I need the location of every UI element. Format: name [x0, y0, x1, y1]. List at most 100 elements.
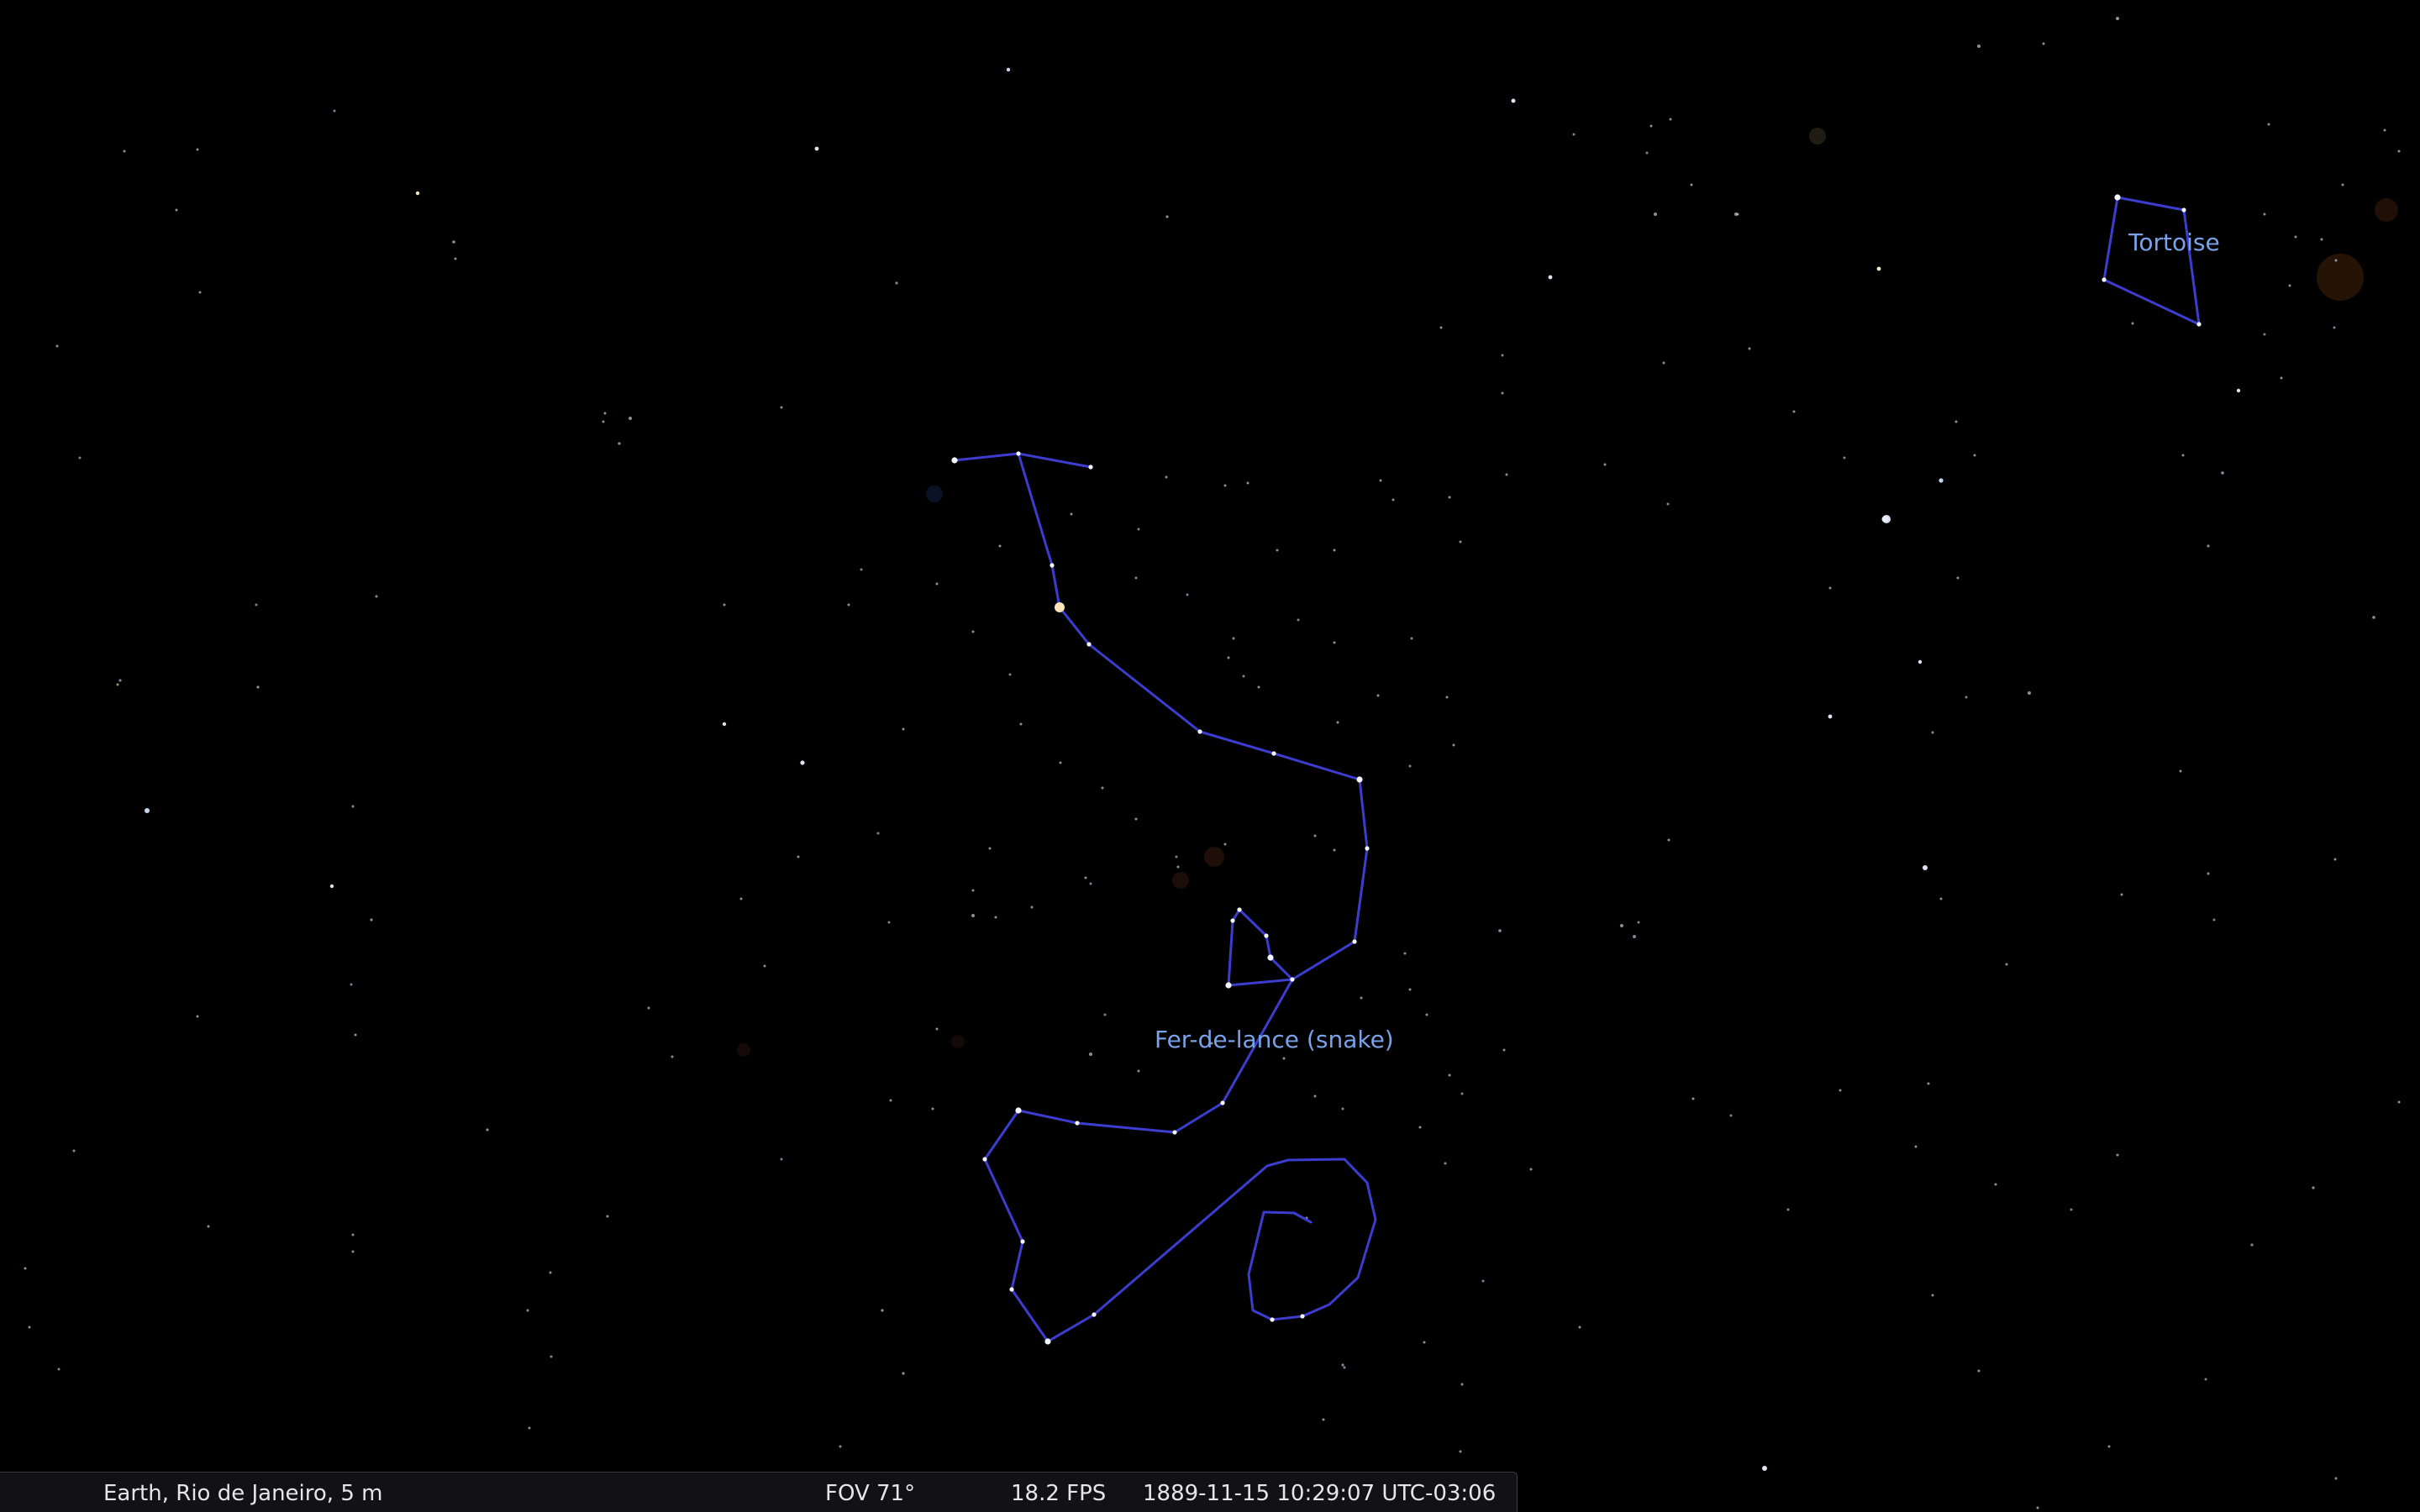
constellation-star-tortoise[interactable] [2181, 207, 2186, 213]
constellation-label-fer-de-lance[interactable]: Fer-de-lance (snake) [1155, 1026, 1394, 1053]
background-star [1460, 1092, 1464, 1095]
constellation-star-fer-de-lance-snake[interactable] [1352, 939, 1357, 944]
constellation-star-fer-de-lance-snake[interactable] [1092, 1312, 1097, 1317]
constellation-star-fer-de-lance-snake[interactable] [1271, 751, 1276, 756]
background-star [994, 916, 997, 919]
constellation-star-fer-de-lance-snake[interactable] [1020, 1239, 1025, 1244]
background-star [971, 914, 975, 917]
background-star [1501, 391, 1504, 395]
background-star [971, 630, 975, 633]
background-star [1729, 1114, 1733, 1117]
background-star [1410, 637, 1413, 640]
background-star [847, 603, 850, 606]
background-star [1423, 1341, 1426, 1344]
background-star [1276, 549, 1279, 552]
constellation-star-fer-de-lance-snake[interactable] [1267, 954, 1274, 961]
constellation-star-fer-de-lance-snake[interactable] [1086, 642, 1092, 647]
background-star [931, 1107, 934, 1110]
background-star [255, 603, 258, 606]
background-star [1529, 1168, 1533, 1171]
constellation-star-fer-de-lance-snake[interactable] [1172, 1130, 1177, 1135]
background-star [629, 417, 632, 420]
background-star [876, 832, 880, 835]
status-datetime[interactable]: 1889-11-15 10:29:07 UTC-03:06 [1143, 1481, 1497, 1506]
background-star [1881, 516, 1888, 522]
background-star [1444, 1162, 1447, 1165]
constellation-star-fer-de-lance-snake[interactable] [951, 457, 958, 464]
constellation-label-tortoise[interactable]: Tortoise [2128, 228, 2220, 256]
background-star [2028, 691, 2031, 695]
constellation-star-fer-de-lance-snake[interactable] [1044, 1338, 1051, 1345]
background-star [618, 442, 621, 445]
constellation-star-fer-de-lance-snake[interactable] [1015, 1107, 1022, 1114]
constellation-star-fer-de-lance-snake[interactable] [1290, 977, 1295, 982]
background-star [1637, 921, 1640, 924]
background-star [2221, 471, 2224, 475]
background-star [763, 964, 766, 968]
background-star [2341, 183, 2344, 186]
bright-star[interactable] [1055, 602, 1065, 612]
constellation-star-fer-de-lance-snake[interactable] [1220, 1100, 1225, 1105]
constellation-star-fer-de-lance-snake[interactable] [1356, 776, 1363, 783]
background-star [1994, 1183, 1997, 1186]
constellation-star-fer-de-lance-snake[interactable] [1237, 907, 1242, 912]
background-star [1939, 478, 1944, 483]
background-star [123, 150, 126, 153]
background-star [1578, 1326, 1581, 1329]
constellation-star-fer-de-lance-snake[interactable] [1197, 729, 1202, 734]
background-star [256, 685, 260, 689]
background-star [1931, 731, 1934, 734]
background-star [1876, 266, 1881, 271]
background-star [1257, 685, 1260, 689]
background-star [2288, 284, 2291, 287]
constellation-star-fer-de-lance-snake[interactable] [1088, 465, 1093, 470]
constellation-star-fer-de-lance-snake[interactable] [1009, 1287, 1014, 1292]
background-star [1927, 1082, 1930, 1085]
background-star [1667, 838, 1670, 842]
constellation-star-tortoise[interactable] [2196, 322, 2202, 327]
background-star [1242, 675, 1245, 678]
constellation-star-fer-de-lance-snake[interactable] [1300, 1314, 1305, 1319]
status-location[interactable]: Earth, Rio de Janeiro, 5 m [103, 1481, 383, 1506]
background-star [2312, 1186, 2315, 1189]
constellation-star-fer-de-lance-snake[interactable] [1016, 451, 1021, 456]
background-star [2116, 17, 2119, 20]
constellation-star-tortoise[interactable] [2102, 277, 2107, 282]
background-star [1502, 1048, 1506, 1052]
background-star [1548, 275, 1553, 280]
constellation-star-fer-de-lance-snake[interactable] [1270, 1317, 1275, 1322]
constellation-stars [951, 194, 2202, 1345]
background-star [1654, 213, 1657, 216]
background-star [57, 1368, 60, 1371]
background-star [1973, 454, 1976, 457]
background-star [351, 1250, 355, 1253]
nebula-layer [737, 128, 2398, 1057]
background-star [2204, 1378, 2207, 1381]
background-star [1459, 540, 1462, 543]
constellation-star-fer-de-lance-snake[interactable] [1075, 1121, 1080, 1126]
background-star [1175, 855, 1178, 858]
background-star [1666, 502, 1670, 506]
status-fov[interactable]: FOV 71° [825, 1481, 916, 1506]
constellation-star-fer-de-lance-snake[interactable] [1264, 933, 1269, 938]
background-star [1408, 764, 1412, 768]
constellation-star-fer-de-lance-snake[interactable] [1230, 918, 1235, 923]
background-star [671, 1055, 674, 1058]
constellation-star-tortoise[interactable] [2114, 194, 2121, 201]
background-star [1341, 1107, 1344, 1110]
background-star [354, 1033, 357, 1037]
background-star [1669, 118, 1672, 121]
background-star [1376, 694, 1380, 697]
constellation-star-fer-de-lance-snake[interactable] [1050, 563, 1055, 568]
constellation-star-fer-de-lance-snake[interactable] [1225, 982, 1232, 989]
background-star [1460, 1383, 1464, 1386]
background-star [1965, 696, 1968, 699]
background-star [2320, 238, 2323, 241]
constellation-star-fer-de-lance-snake[interactable] [1365, 846, 1370, 851]
background-star [887, 921, 891, 924]
constellation-star-fer-de-lance-snake[interactable] [982, 1157, 987, 1162]
background-star [1498, 929, 1502, 932]
background-star [1620, 924, 1623, 927]
